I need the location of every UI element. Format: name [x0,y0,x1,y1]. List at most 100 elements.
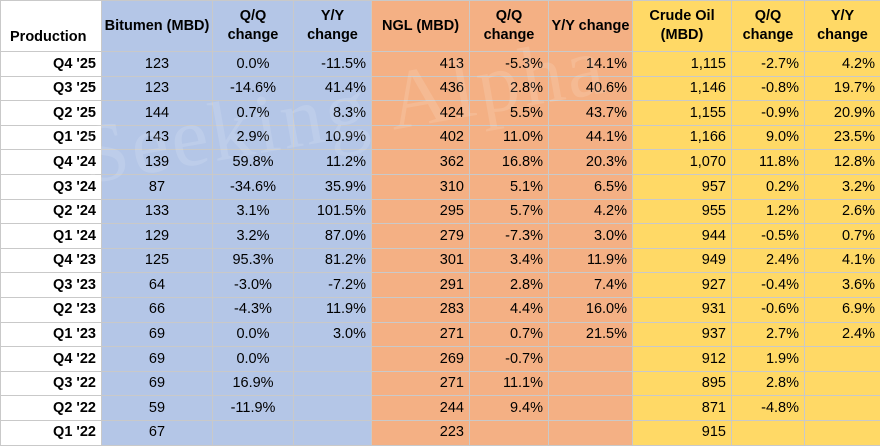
cell-ngl: 402 [371,124,470,151]
cell-ngl: 424 [371,100,470,126]
table-row: Q1 '25 143 2.9% 10.9% 402 11.0% 44.1% 1,166 9.0%… [0,124,880,151]
header-crude-oil-qq: Q/Q change [731,0,805,52]
table-row: Q2 '24 133 3.1% 101.5% 295 5.7% 4.2% 955 1.2% 2.6… [0,198,880,225]
cell-bitumen: 69 [101,346,213,372]
table-row: Q3 '25 123 -14.6% 41.4% 436 2.8% 40.6% 1,146 -0.… [0,75,880,102]
cell-crude-oil: 1,115 [632,51,732,77]
cell-bitumen-yy: -11.5% [293,51,372,77]
cell-ngl-yy [548,346,633,372]
cell-crude-oil-qq: -0.4% [731,272,805,298]
cell-ngl: 223 [371,419,470,446]
cell-quarter: Q2 '24 [0,198,102,225]
table-row: Q4 '25 123 0.0% -11.5% 413 -5.3% 14.1% 1,115 -2.… [0,51,880,77]
cell-crude-oil-yy: 3.6% [804,272,880,298]
cell-ngl: 362 [371,149,470,175]
table-row: Q1 '23 69 0.0% 3.0% 271 0.7% 21.5% 937 2.7% 2.4% [0,321,880,348]
cell-crude-oil: 957 [632,173,732,200]
cell-crude-oil: 1,166 [632,124,732,151]
cell-bitumen: 123 [101,75,213,102]
cell-crude-oil-yy: 3.2% [804,173,880,200]
cell-ngl-yy [548,395,633,421]
cell-bitumen-yy: 35.9% [293,173,372,200]
cell-crude-oil-qq: 2.7% [731,321,805,348]
cell-ngl-qq: 9.4% [469,395,549,421]
cell-ngl-qq: 5.5% [469,100,549,126]
cell-bitumen-qq: 0.0% [212,346,294,372]
cell-ngl: 271 [371,321,470,348]
cell-crude-oil: 944 [632,223,732,249]
cell-quarter: Q3 '24 [0,173,102,200]
cell-bitumen: 64 [101,272,213,298]
cell-ngl-yy: 6.5% [548,173,633,200]
header-crude-oil: Crude Oil (MBD) [632,0,732,52]
cell-ngl-yy: 40.6% [548,75,633,102]
cell-bitumen: 87 [101,173,213,200]
cell-ngl: 279 [371,223,470,249]
cell-ngl: 291 [371,272,470,298]
cell-bitumen-yy: 11.9% [293,296,372,323]
cell-ngl: 269 [371,346,470,372]
cell-bitumen-yy [293,370,372,397]
cell-crude-oil-qq: 2.8% [731,370,805,397]
cell-ngl-qq: 5.7% [469,198,549,225]
table-row: Q3 '24 87 -34.6% 35.9% 310 5.1% 6.5% 957 0.2% 3.2… [0,173,880,200]
cell-ngl: 310 [371,173,470,200]
cell-bitumen: 67 [101,419,213,446]
table-row: Q4 '22 69 0.0% 269 -0.7% 912 1.9% [0,346,880,372]
cell-ngl: 301 [371,247,470,274]
cell-bitumen-qq: 0.0% [212,51,294,77]
cell-crude-oil: 1,146 [632,75,732,102]
cell-quarter: Q1 '24 [0,223,102,249]
cell-crude-oil-qq: 0.2% [731,173,805,200]
cell-bitumen-yy [293,419,372,446]
cell-ngl-yy: 3.0% [548,223,633,249]
cell-bitumen: 143 [101,124,213,151]
cell-crude-oil-qq: -0.6% [731,296,805,323]
cell-crude-oil-qq [731,419,805,446]
cell-crude-oil-yy [804,395,880,421]
cell-ngl-yy [548,419,633,446]
cell-crude-oil-yy: 23.5% [804,124,880,151]
cell-ngl-qq: 4.4% [469,296,549,323]
table-row: Q4 '23 125 95.3% 81.2% 301 3.4% 11.9% 949 2.4% 4.… [0,247,880,274]
header-production: Production [0,0,102,52]
cell-ngl-qq: -5.3% [469,51,549,77]
cell-bitumen-yy [293,395,372,421]
table-row: Q1 '24 129 3.2% 87.0% 279 -7.3% 3.0% 944 -0.5% 0.… [0,223,880,249]
cell-crude-oil-qq: 11.8% [731,149,805,175]
cell-bitumen-yy: 87.0% [293,223,372,249]
cell-bitumen-qq: -3.0% [212,272,294,298]
cell-crude-oil-yy [804,370,880,397]
cell-crude-oil: 937 [632,321,732,348]
cell-quarter: Q4 '23 [0,247,102,274]
cell-ngl: 271 [371,370,470,397]
cell-ngl-yy: 11.9% [548,247,633,274]
cell-bitumen-qq: 59.8% [212,149,294,175]
cell-crude-oil: 931 [632,296,732,323]
cell-ngl: 244 [371,395,470,421]
cell-bitumen-qq: 0.0% [212,321,294,348]
cell-bitumen: 69 [101,321,213,348]
cell-bitumen: 59 [101,395,213,421]
cell-crude-oil-qq: -2.7% [731,51,805,77]
cell-ngl-qq: 5.1% [469,173,549,200]
cell-bitumen: 69 [101,370,213,397]
header-ngl-yy: Y/Y change [548,0,633,52]
cell-crude-oil: 1,155 [632,100,732,126]
cell-ngl-yy: 7.4% [548,272,633,298]
cell-bitumen-yy: -7.2% [293,272,372,298]
cell-ngl: 436 [371,75,470,102]
cell-crude-oil: 1,070 [632,149,732,175]
cell-crude-oil-yy: 4.2% [804,51,880,77]
cell-ngl-qq: -7.3% [469,223,549,249]
cell-quarter: Q2 '23 [0,296,102,323]
cell-bitumen-qq: -34.6% [212,173,294,200]
table-row: Q2 '23 66 -4.3% 11.9% 283 4.4% 16.0% 931 -0.6% 6.… [0,296,880,323]
cell-crude-oil-qq: 9.0% [731,124,805,151]
cell-crude-oil-qq: -4.8% [731,395,805,421]
cell-bitumen-yy: 11.2% [293,149,372,175]
header-ngl: NGL (MBD) [371,0,470,52]
header-bitumen-yy: Y/Y change [293,0,372,52]
cell-crude-oil-yy: 4.1% [804,247,880,274]
cell-crude-oil-qq: 1.9% [731,346,805,372]
